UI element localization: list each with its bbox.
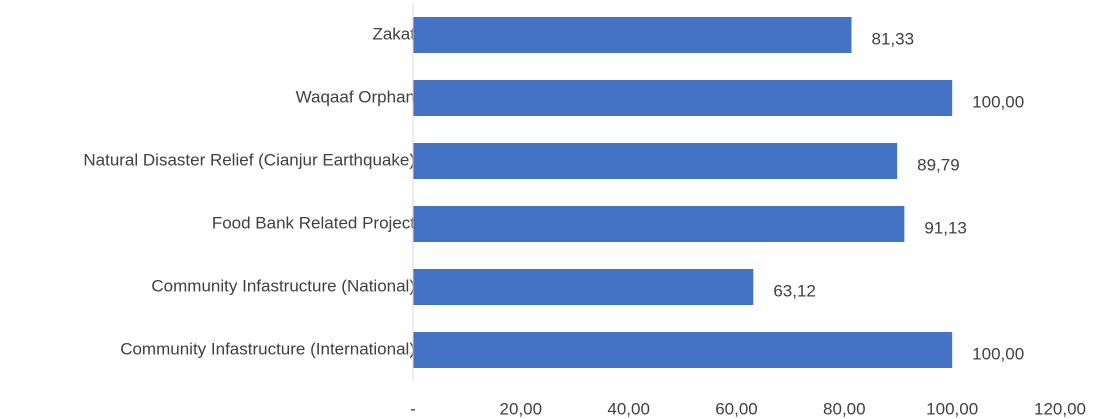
- value-label: 100,00: [972, 344, 1024, 363]
- x-tick-label: 60,00: [715, 399, 758, 418]
- bar: [413, 206, 905, 242]
- x-tick-label: 80,00: [823, 399, 866, 418]
- bar: [413, 80, 953, 116]
- value-label: 91,13: [924, 218, 967, 237]
- x-tick-label: 100,00: [926, 399, 978, 418]
- x-tick-label: 20,00: [500, 399, 543, 418]
- value-label: 63,12: [773, 281, 816, 300]
- bar: [413, 143, 898, 179]
- x-tick-label: -: [410, 399, 416, 418]
- x-tick-label: 40,00: [607, 399, 650, 418]
- y-tick-label: Zakat: [372, 24, 415, 43]
- bar: [413, 332, 953, 368]
- x-tick-label: 120,00: [1034, 399, 1086, 418]
- y-tick-label: Community Infastructure (National): [151, 276, 415, 295]
- y-tick-label: Food Bank Related Project: [212, 213, 415, 232]
- y-tick-label: Waqaaf Orphan: [296, 87, 415, 106]
- y-tick-label: Natural Disaster Relief (Cianjur Earthqu…: [83, 150, 415, 169]
- bar: [413, 269, 754, 305]
- value-label: 100,00: [972, 92, 1024, 111]
- bar: [413, 17, 852, 53]
- value-label: 89,79: [917, 155, 960, 174]
- value-label: 81,33: [872, 29, 915, 48]
- y-tick-label: Community Infastructure (International): [120, 339, 415, 358]
